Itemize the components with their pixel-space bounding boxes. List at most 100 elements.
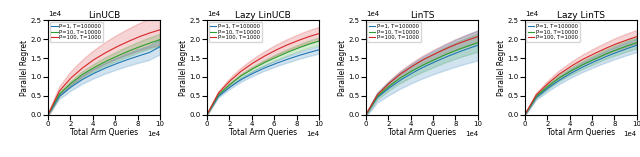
Y-axis label: Parallel Regret: Parallel Regret	[338, 39, 347, 96]
Line: P=10, T=10000: P=10, T=10000	[525, 43, 637, 115]
Line: P=100, T=1000: P=100, T=1000	[525, 37, 637, 115]
P=100, T=1000	[474, 36, 482, 38]
P=1, T=100000	[156, 46, 164, 48]
P=1, T=100000	[269, 63, 277, 65]
P=100, T=1000	[111, 47, 118, 49]
P=10, T=10000	[44, 114, 52, 116]
X-axis label: Total Arm Queries: Total Arm Queries	[547, 128, 615, 137]
P=1, T=100000	[256, 69, 264, 71]
P=100, T=1000	[416, 61, 424, 63]
P=10, T=10000	[98, 62, 106, 64]
P=10, T=10000	[574, 66, 582, 68]
Title: LinTS: LinTS	[410, 11, 434, 20]
P=10, T=10000	[474, 42, 482, 44]
P=1, T=100000	[295, 55, 303, 57]
Line: P=10, T=10000: P=10, T=10000	[366, 43, 478, 115]
P=10, T=10000	[454, 49, 461, 51]
P=1, T=100000	[257, 69, 264, 71]
P=10, T=10000	[429, 60, 436, 62]
P=100, T=1000	[257, 57, 264, 59]
P=100, T=1000	[156, 29, 164, 31]
Y-axis label: Parallel Regret: Parallel Regret	[179, 39, 188, 96]
P=100, T=1000	[612, 43, 620, 45]
P=10, T=10000	[630, 43, 638, 44]
P=1, T=100000	[416, 68, 424, 70]
X-axis label: Total Arm Queries: Total Arm Queries	[70, 128, 138, 137]
P=1, T=100000	[415, 68, 423, 70]
Line: P=100, T=1000: P=100, T=1000	[48, 30, 160, 115]
P=10, T=10000	[582, 62, 589, 64]
P=10, T=10000	[111, 56, 118, 58]
P=100, T=1000	[269, 50, 277, 52]
X-axis label: Total Arm Queries: Total Arm Queries	[229, 128, 297, 137]
P=100, T=1000	[415, 61, 423, 63]
P=100, T=1000	[256, 58, 264, 60]
P=1, T=100000	[97, 69, 105, 71]
P=100, T=1000	[98, 54, 106, 56]
P=100, T=1000	[454, 43, 461, 45]
Title: Lazy LinUCB: Lazy LinUCB	[235, 11, 291, 20]
P=100, T=1000	[422, 57, 430, 59]
P=1, T=100000	[630, 45, 638, 47]
P=10, T=10000	[588, 60, 595, 62]
Y-axis label: Parallel Regret: Parallel Regret	[20, 39, 29, 96]
P=100, T=1000	[44, 114, 52, 116]
P=10, T=10000	[422, 62, 430, 64]
P=1, T=100000	[582, 65, 589, 67]
Legend: P=1, T=100000, P=10, T=10000, P=100, T=1000: P=1, T=100000, P=10, T=10000, P=100, T=1…	[527, 22, 580, 42]
P=10, T=10000	[154, 40, 161, 41]
P=100, T=1000	[588, 54, 595, 56]
P=10, T=10000	[295, 47, 303, 49]
P=10, T=10000	[156, 39, 164, 41]
P=10, T=10000	[136, 46, 143, 48]
P=100, T=1000	[471, 37, 479, 38]
P=1, T=100000	[315, 49, 323, 51]
P=1, T=100000	[633, 44, 640, 46]
P=1, T=100000	[574, 68, 582, 70]
P=100, T=1000	[105, 50, 113, 52]
P=10, T=10000	[521, 114, 529, 116]
P=10, T=10000	[97, 63, 105, 65]
P=1, T=100000	[588, 62, 595, 64]
P=10, T=10000	[416, 66, 424, 68]
P=10, T=10000	[471, 43, 479, 44]
P=100, T=1000	[264, 54, 271, 55]
P=10, T=10000	[415, 66, 423, 68]
Y-axis label: Parallel Regret: Parallel Regret	[497, 39, 506, 96]
P=10, T=10000	[256, 64, 264, 66]
P=1, T=100000	[471, 45, 479, 47]
P=100, T=1000	[521, 114, 529, 116]
P=1, T=100000	[362, 114, 370, 116]
Title: LinUCB: LinUCB	[88, 11, 120, 20]
P=1, T=100000	[111, 63, 118, 65]
P=10, T=10000	[575, 66, 582, 68]
P=1, T=100000	[474, 44, 482, 46]
P=10, T=10000	[264, 60, 271, 62]
P=100, T=1000	[582, 57, 589, 59]
P=100, T=1000	[295, 39, 303, 41]
P=1, T=100000	[422, 65, 430, 67]
P=100, T=1000	[312, 33, 320, 35]
Line: P=1, T=100000: P=1, T=100000	[207, 50, 319, 115]
P=1, T=100000	[264, 66, 271, 68]
P=1, T=100000	[454, 51, 461, 53]
Title: Lazy LinTS: Lazy LinTS	[557, 11, 605, 20]
Line: P=100, T=1000: P=100, T=1000	[207, 34, 319, 115]
Line: P=1, T=100000: P=1, T=100000	[48, 47, 160, 115]
P=10, T=10000	[257, 64, 264, 65]
P=1, T=100000	[612, 51, 620, 53]
P=10, T=10000	[203, 114, 211, 116]
P=100, T=1000	[315, 33, 323, 35]
P=10, T=10000	[633, 42, 640, 44]
Legend: P=1, T=100000, P=10, T=10000, P=100, T=1000: P=1, T=100000, P=10, T=10000, P=100, T=1…	[209, 22, 262, 42]
P=100, T=1000	[575, 61, 582, 63]
Legend: P=1, T=100000, P=10, T=10000, P=100, T=1000: P=1, T=100000, P=10, T=10000, P=100, T=1…	[49, 22, 102, 42]
Line: P=1, T=100000: P=1, T=100000	[366, 45, 478, 115]
P=1, T=100000	[136, 55, 143, 57]
P=1, T=100000	[154, 47, 161, 49]
P=1, T=100000	[521, 114, 529, 116]
P=1, T=100000	[575, 68, 582, 70]
P=1, T=100000	[203, 114, 211, 116]
Legend: P=1, T=100000, P=10, T=10000, P=100, T=1000: P=1, T=100000, P=10, T=10000, P=100, T=1…	[367, 22, 420, 42]
P=100, T=1000	[203, 114, 211, 116]
